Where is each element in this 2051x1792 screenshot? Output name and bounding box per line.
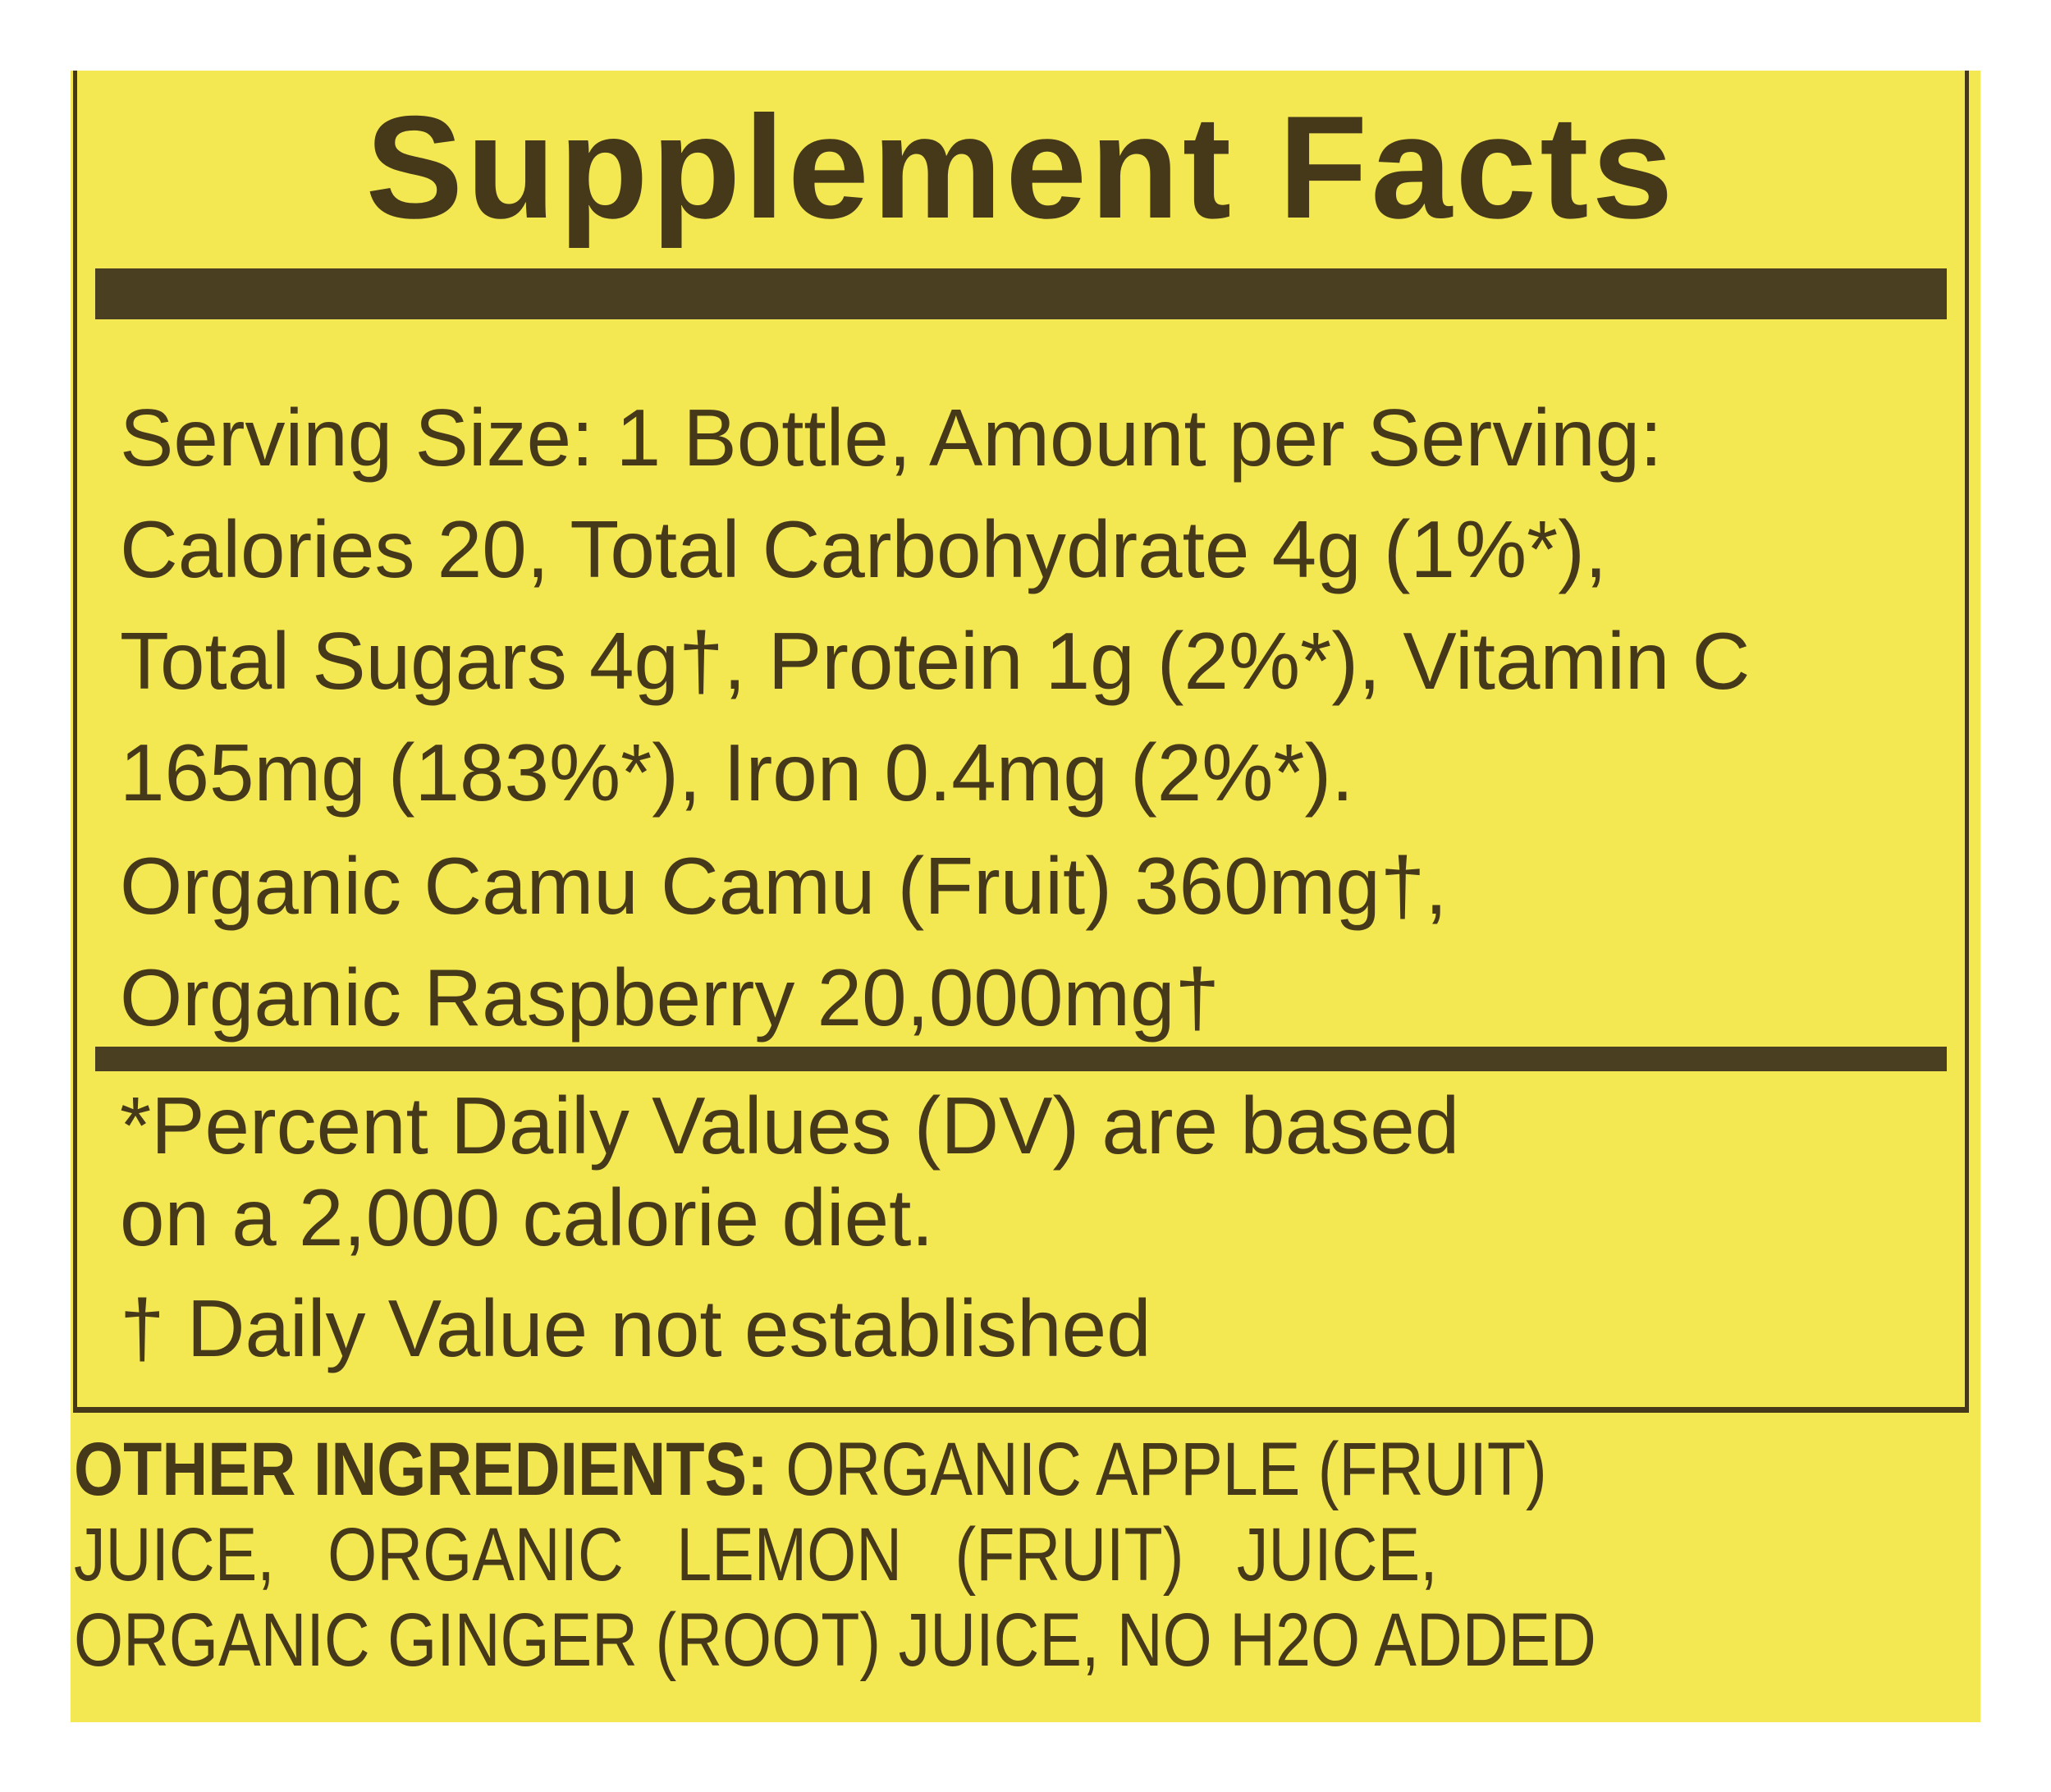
ingredients-text: ORGANIC APPLE (FRUIT) [785,1428,1547,1511]
facts-line: Organic Raspberry 20,000mg† [120,952,1220,1043]
facts-line: Calories 20, Total Carbohydrate 4g (1%*)… [120,504,1608,594]
footnote: on a 2,000 calorie diet. [120,1172,934,1263]
facts-line: Serving Size: 1 Bottle, Amount per Servi… [120,392,1663,483]
other-ingredients-line: JUICE, ORGANIC LEMON (FRUIT) JUICE, [74,1513,1438,1597]
supplement-label: Supplement Facts Serving Size: 1 Bottle,… [71,71,1980,1722]
other-ingredients-line: ORGANIC GINGER (ROOT) JUICE, NO H2O ADDE… [74,1598,1596,1682]
supplement-facts-panel: Supplement Facts Serving Size: 1 Bottle,… [73,71,1969,1413]
footnote: † Daily Value not established [120,1283,1151,1373]
other-ingredients-line: OTHER INGREDIENTS: ORGANIC APPLE (FRUIT) [74,1427,1673,1512]
divider [95,1047,1947,1071]
facts-line: Organic Camu Camu (Fruit) 360mg†, [120,841,1448,931]
panel-title: Supplement Facts [365,85,1677,249]
facts-line: Total Sugars 4g†, Protein 1g (2%*), Vita… [120,616,1751,706]
facts-line: 165mg (183%*), Iron 0.4mg (2%*). [120,727,1354,818]
thick-divider [95,268,1947,319]
footnote: *Percent Daily Values (DV) are based [120,1080,1460,1171]
other-ingredients-heading: OTHER INGREDIENTS: [74,1428,768,1511]
